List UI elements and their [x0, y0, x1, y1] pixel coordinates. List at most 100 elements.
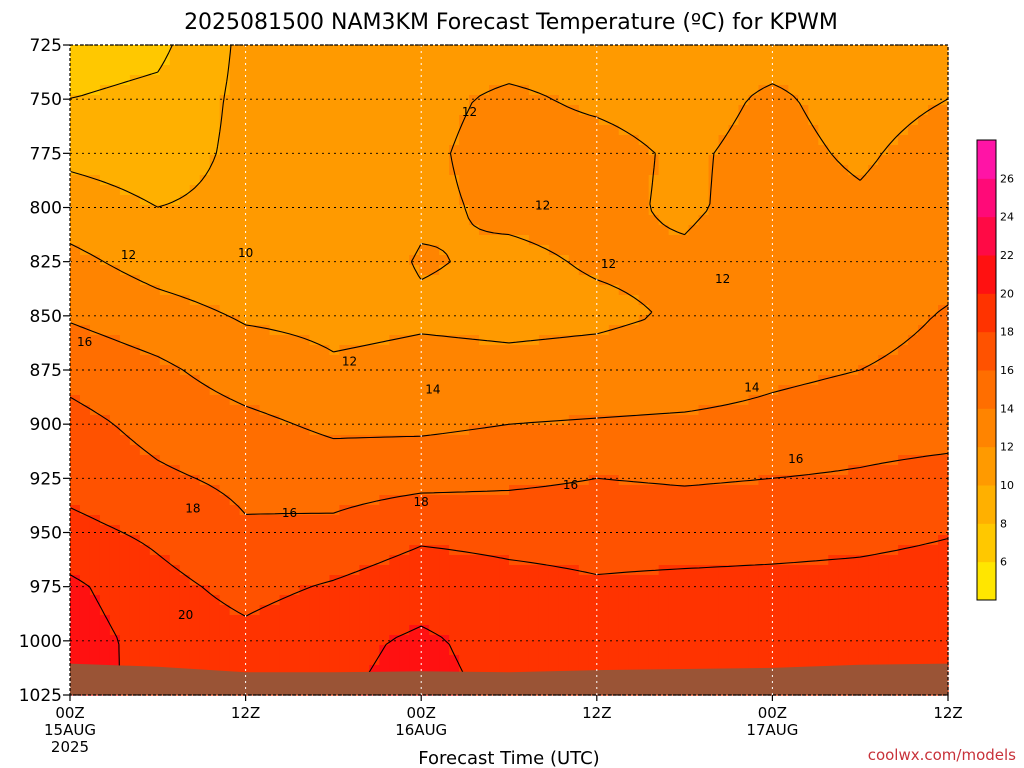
temperature-cell — [608, 465, 620, 476]
temperature-cell — [728, 475, 740, 486]
temperature-cell — [588, 275, 600, 286]
temperature-cell — [459, 285, 470, 296]
temperature-cell — [249, 375, 261, 386]
temperature-cell — [568, 525, 580, 536]
temperature-cell — [718, 545, 730, 556]
temperature-cell — [658, 265, 670, 276]
temperature-cell — [628, 75, 640, 86]
temperature-cell — [888, 315, 899, 326]
temperature-cell — [359, 55, 370, 66]
temperature-cell — [279, 265, 291, 276]
temperature-cell — [179, 565, 191, 576]
temperature-cell — [469, 485, 480, 496]
temperature-cell — [439, 45, 450, 56]
temperature-cell — [349, 145, 360, 156]
temperature-cell — [489, 285, 500, 296]
temperature-cell — [828, 505, 839, 516]
temperature-cell — [628, 135, 640, 146]
temperature-cell — [189, 585, 201, 596]
temperature-cell — [748, 155, 760, 166]
temperature-cell — [99, 315, 111, 326]
temperature-cell — [698, 145, 710, 156]
temperature-cell — [678, 395, 690, 406]
temperature-cell — [399, 315, 410, 326]
temperature-cell — [928, 445, 939, 456]
temperature-cell — [479, 245, 490, 256]
temperature-cell — [708, 435, 720, 446]
temperature-cell — [758, 565, 770, 576]
temperature-cell — [319, 135, 331, 146]
temperature-cell — [359, 115, 370, 126]
temperature-cell — [778, 45, 789, 56]
temperature-cell — [409, 55, 420, 66]
temperature-cell — [788, 445, 799, 456]
temperature-cell — [469, 285, 480, 296]
temperature-cell — [109, 585, 121, 596]
temperature-cell — [638, 435, 650, 446]
temperature-cell — [808, 495, 819, 506]
temperature-cell — [548, 125, 560, 136]
temperature-cell — [868, 195, 879, 206]
temperature-cell — [618, 555, 630, 566]
temperature-cell — [748, 305, 760, 316]
temperature-cell — [149, 285, 161, 296]
temperature-cell — [109, 465, 121, 476]
temperature-cell — [439, 305, 450, 316]
temperature-cell — [538, 475, 550, 486]
temperature-cell — [349, 105, 360, 116]
temperature-cell — [658, 185, 670, 196]
temperature-cell — [449, 345, 460, 356]
temperature-cell — [169, 545, 181, 556]
temperature-cell — [439, 595, 450, 606]
temperature-cell — [219, 535, 231, 546]
temperature-cell — [738, 155, 750, 166]
temperature-cell — [928, 215, 939, 226]
temperature-cell — [389, 95, 400, 106]
temperature-cell — [249, 335, 261, 346]
temperature-cell — [419, 225, 430, 236]
temperature-cell — [179, 415, 191, 426]
temperature-cell — [439, 215, 450, 226]
temperature-cell — [149, 275, 161, 286]
temperature-cell — [219, 385, 231, 396]
temperature-cell — [808, 315, 819, 326]
temperature-cell — [858, 345, 869, 356]
temperature-cell — [169, 585, 181, 596]
temperature-cell — [688, 595, 700, 606]
temperature-cell — [119, 355, 131, 366]
temperature-cell — [119, 305, 131, 316]
temperature-cell — [499, 405, 510, 416]
temperature-cell — [89, 595, 101, 606]
temperature-cell — [449, 215, 460, 226]
temperature-cell — [798, 475, 809, 486]
temperature-cell — [239, 385, 251, 396]
temperature-cell — [299, 375, 311, 386]
temperature-cell — [429, 285, 440, 296]
temperature-cell — [289, 225, 301, 236]
temperature-cell — [299, 225, 311, 236]
temperature-cell — [748, 435, 760, 446]
temperature-cell — [289, 575, 301, 586]
temperature-cell — [409, 475, 420, 486]
temperature-cell — [199, 115, 211, 126]
temperature-cell — [628, 175, 640, 186]
temperature-cell — [648, 85, 660, 96]
temperature-cell — [558, 515, 570, 526]
temperature-cell — [199, 425, 211, 436]
temperature-cell — [858, 125, 869, 136]
temperature-cell — [878, 225, 889, 236]
temperature-cell — [698, 605, 710, 616]
temperature-cell — [698, 345, 710, 356]
temperature-cell — [908, 275, 919, 286]
temperature-cell — [548, 345, 560, 356]
temperature-cell — [558, 65, 570, 76]
temperature-cell — [738, 375, 750, 386]
temperature-cell — [329, 555, 340, 566]
temperature-cell — [908, 195, 919, 206]
temperature-cell — [239, 575, 251, 586]
temperature-cell — [748, 395, 760, 406]
temperature-cell — [718, 535, 730, 546]
temperature-cell — [828, 245, 839, 256]
temperature-cell — [548, 285, 560, 296]
temperature-cell — [169, 55, 181, 66]
